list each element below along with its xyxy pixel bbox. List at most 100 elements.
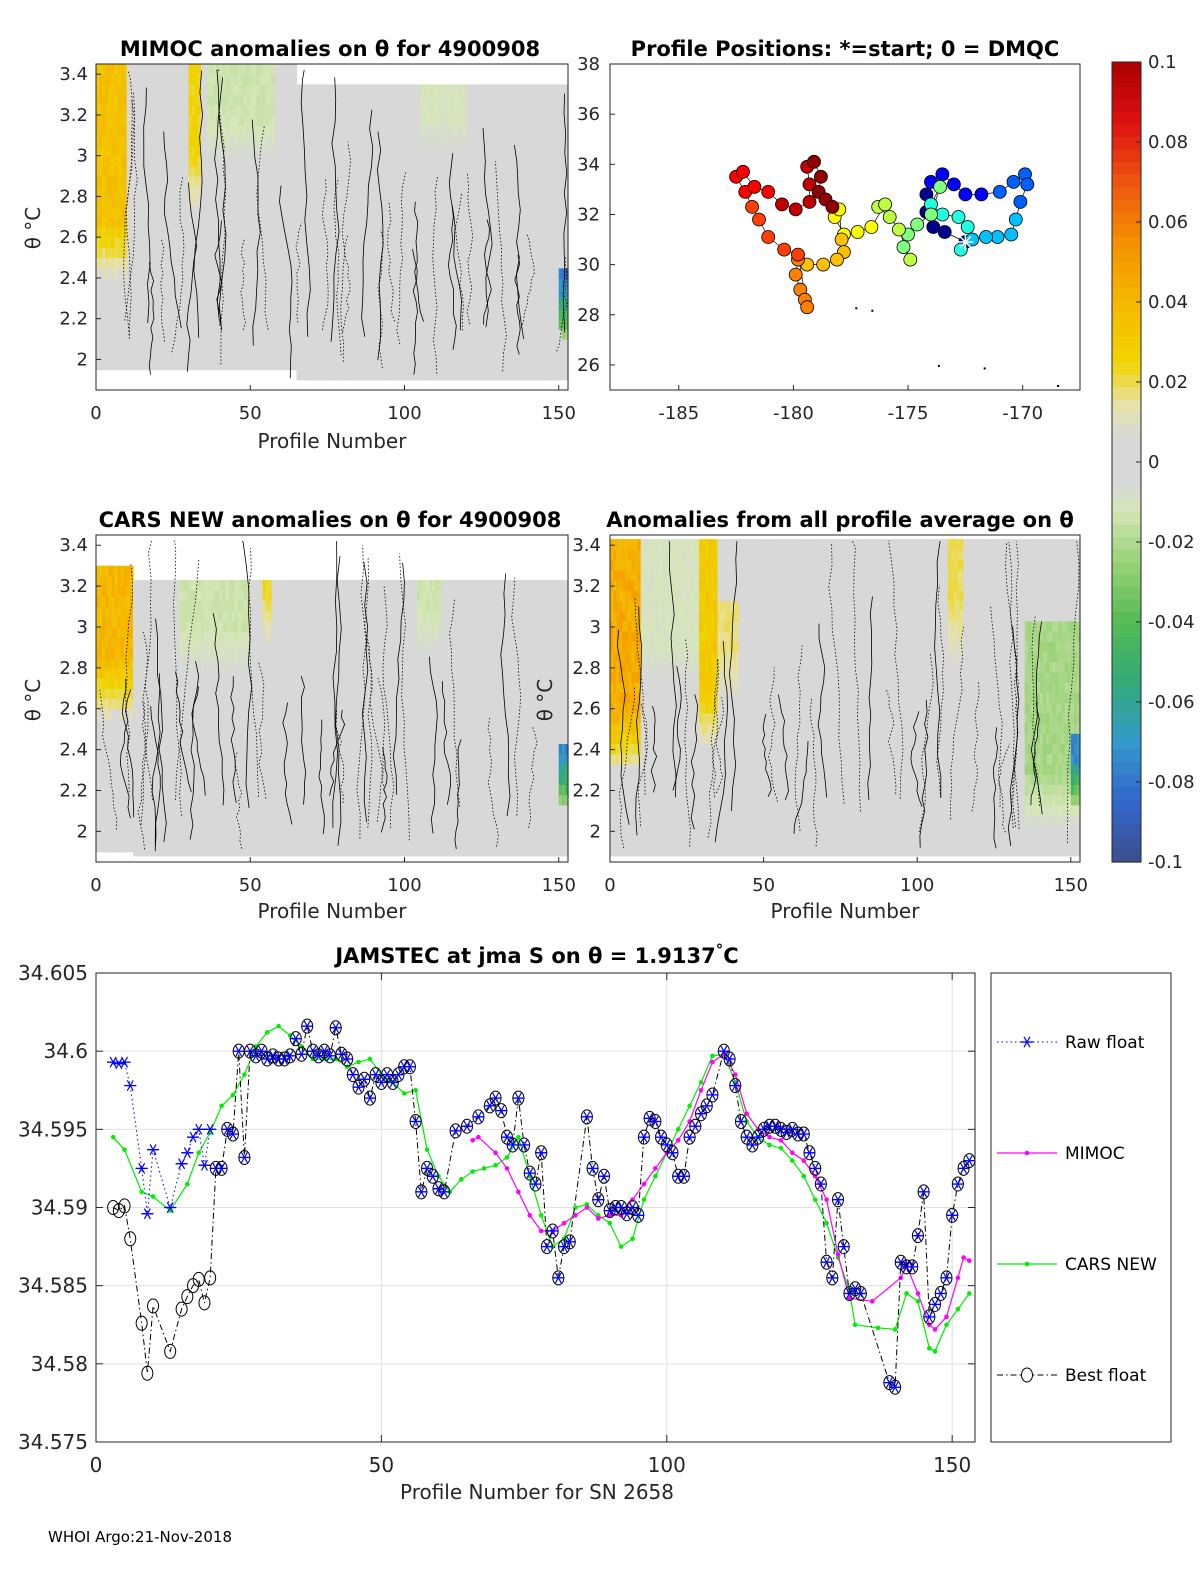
heatmap-cell [231,145,236,157]
heatmap-cell [345,308,350,320]
heatmap-cell [228,165,233,177]
heatmap-cell [308,339,313,350]
heatmap-cell [225,328,230,340]
heatmap-cell [265,155,270,167]
heatmap-cell [444,349,449,361]
heatmap-cell [176,64,180,75]
heatmap-cell [213,114,217,126]
heatmap-cell [364,267,369,279]
heatmap-cell [349,267,353,279]
heatmap-cell [349,176,353,187]
heatmap-cell [426,247,430,259]
heatmap-cell [207,104,211,116]
heatmap-cell [460,237,464,248]
heatmap-cell [253,84,257,96]
heatmap-cell [133,84,137,96]
heatmap-cell [213,206,217,218]
heatmap-cell [382,227,387,238]
heatmap-cell [398,135,402,147]
heatmap-cell [250,135,254,147]
heatmap-cell [271,308,276,320]
heatmap-cell [213,176,217,187]
heatmap-cell [475,298,480,310]
heatmap-cell [151,135,156,147]
heatmap-cell [182,206,187,218]
heatmap-cell [99,196,103,208]
heatmap-cell [398,237,402,248]
heatmap-cell [225,257,230,269]
heatmap-cell [336,267,341,279]
heatmap-cell [460,186,464,198]
heatmap-cell [247,288,251,299]
heatmap-cell [129,64,134,75]
heatmap-cell [345,328,350,340]
heatmap-cell [108,155,112,167]
heatmap-cell [234,74,239,85]
heatmap-cell [435,135,439,147]
heatmap-cell [228,328,233,340]
heatmap-cell [318,339,322,350]
heatmap-cell [102,84,106,96]
heatmap-cell [274,288,279,299]
heatmap-cell [219,94,224,106]
heatmap-cell [163,339,168,350]
heatmap-cell [284,196,288,208]
heatmap-cell [126,267,131,279]
heatmap-cell [429,104,433,116]
heatmap-cell [361,165,365,177]
heatmap-cell [213,196,217,208]
heatmap-cell [176,257,180,269]
heatmap-cell [401,328,406,340]
heatmap-cell [265,339,270,350]
heatmap-cell [389,165,393,177]
heatmap-cell [188,165,193,177]
heatmap-cell [352,227,356,238]
heatmap-cell [274,64,279,75]
heatmap-cell [472,84,477,96]
heatmap-cell [401,84,406,96]
heatmap-cell [114,349,119,361]
heatmap-cell [441,308,446,320]
heatmap-cell [247,84,251,96]
heatmap-cell [129,145,134,157]
heatmap-cell [151,176,156,187]
heatmap-cell [435,196,439,208]
heatmap-cell [327,84,332,96]
heatmap-cell [197,216,202,228]
heatmap-cell [293,308,298,320]
heatmap-cell [278,165,282,177]
heatmap-cell [102,328,106,340]
heatmap-cell [170,288,174,299]
heatmap-cell [179,267,183,279]
heatmap-cell [234,328,239,340]
heatmap-cell [99,247,103,259]
heatmap-cell [466,125,470,136]
heatmap-cell [136,318,140,330]
heatmap-cell [207,328,211,340]
heatmap-cell [324,328,328,340]
heatmap-cell [389,328,393,340]
heatmap-cell [419,318,424,330]
heatmap-cell [426,145,430,157]
heatmap-cell [163,94,168,106]
heatmap-cell [460,135,464,147]
heatmap-cell [268,176,273,187]
heatmap-cell [176,267,180,279]
heatmap-cell [160,206,165,218]
heatmap-cell [148,277,153,289]
heatmap-cell [123,125,128,136]
heatmap-cell [247,74,251,85]
heatmap-cell [191,206,196,218]
heatmap-cell [200,94,205,106]
heatmap-cell [111,104,116,116]
heatmap-cell [293,216,298,228]
heatmap-cell [438,155,443,167]
heatmap-cell [404,94,409,106]
heatmap-cell [404,359,409,371]
heatmap-cell [398,155,402,167]
heatmap-cell [441,267,446,279]
heatmap-cell [308,359,313,371]
heatmap-cell [423,155,427,167]
heatmap-cell [373,186,378,198]
heatmap-cell [139,237,143,248]
